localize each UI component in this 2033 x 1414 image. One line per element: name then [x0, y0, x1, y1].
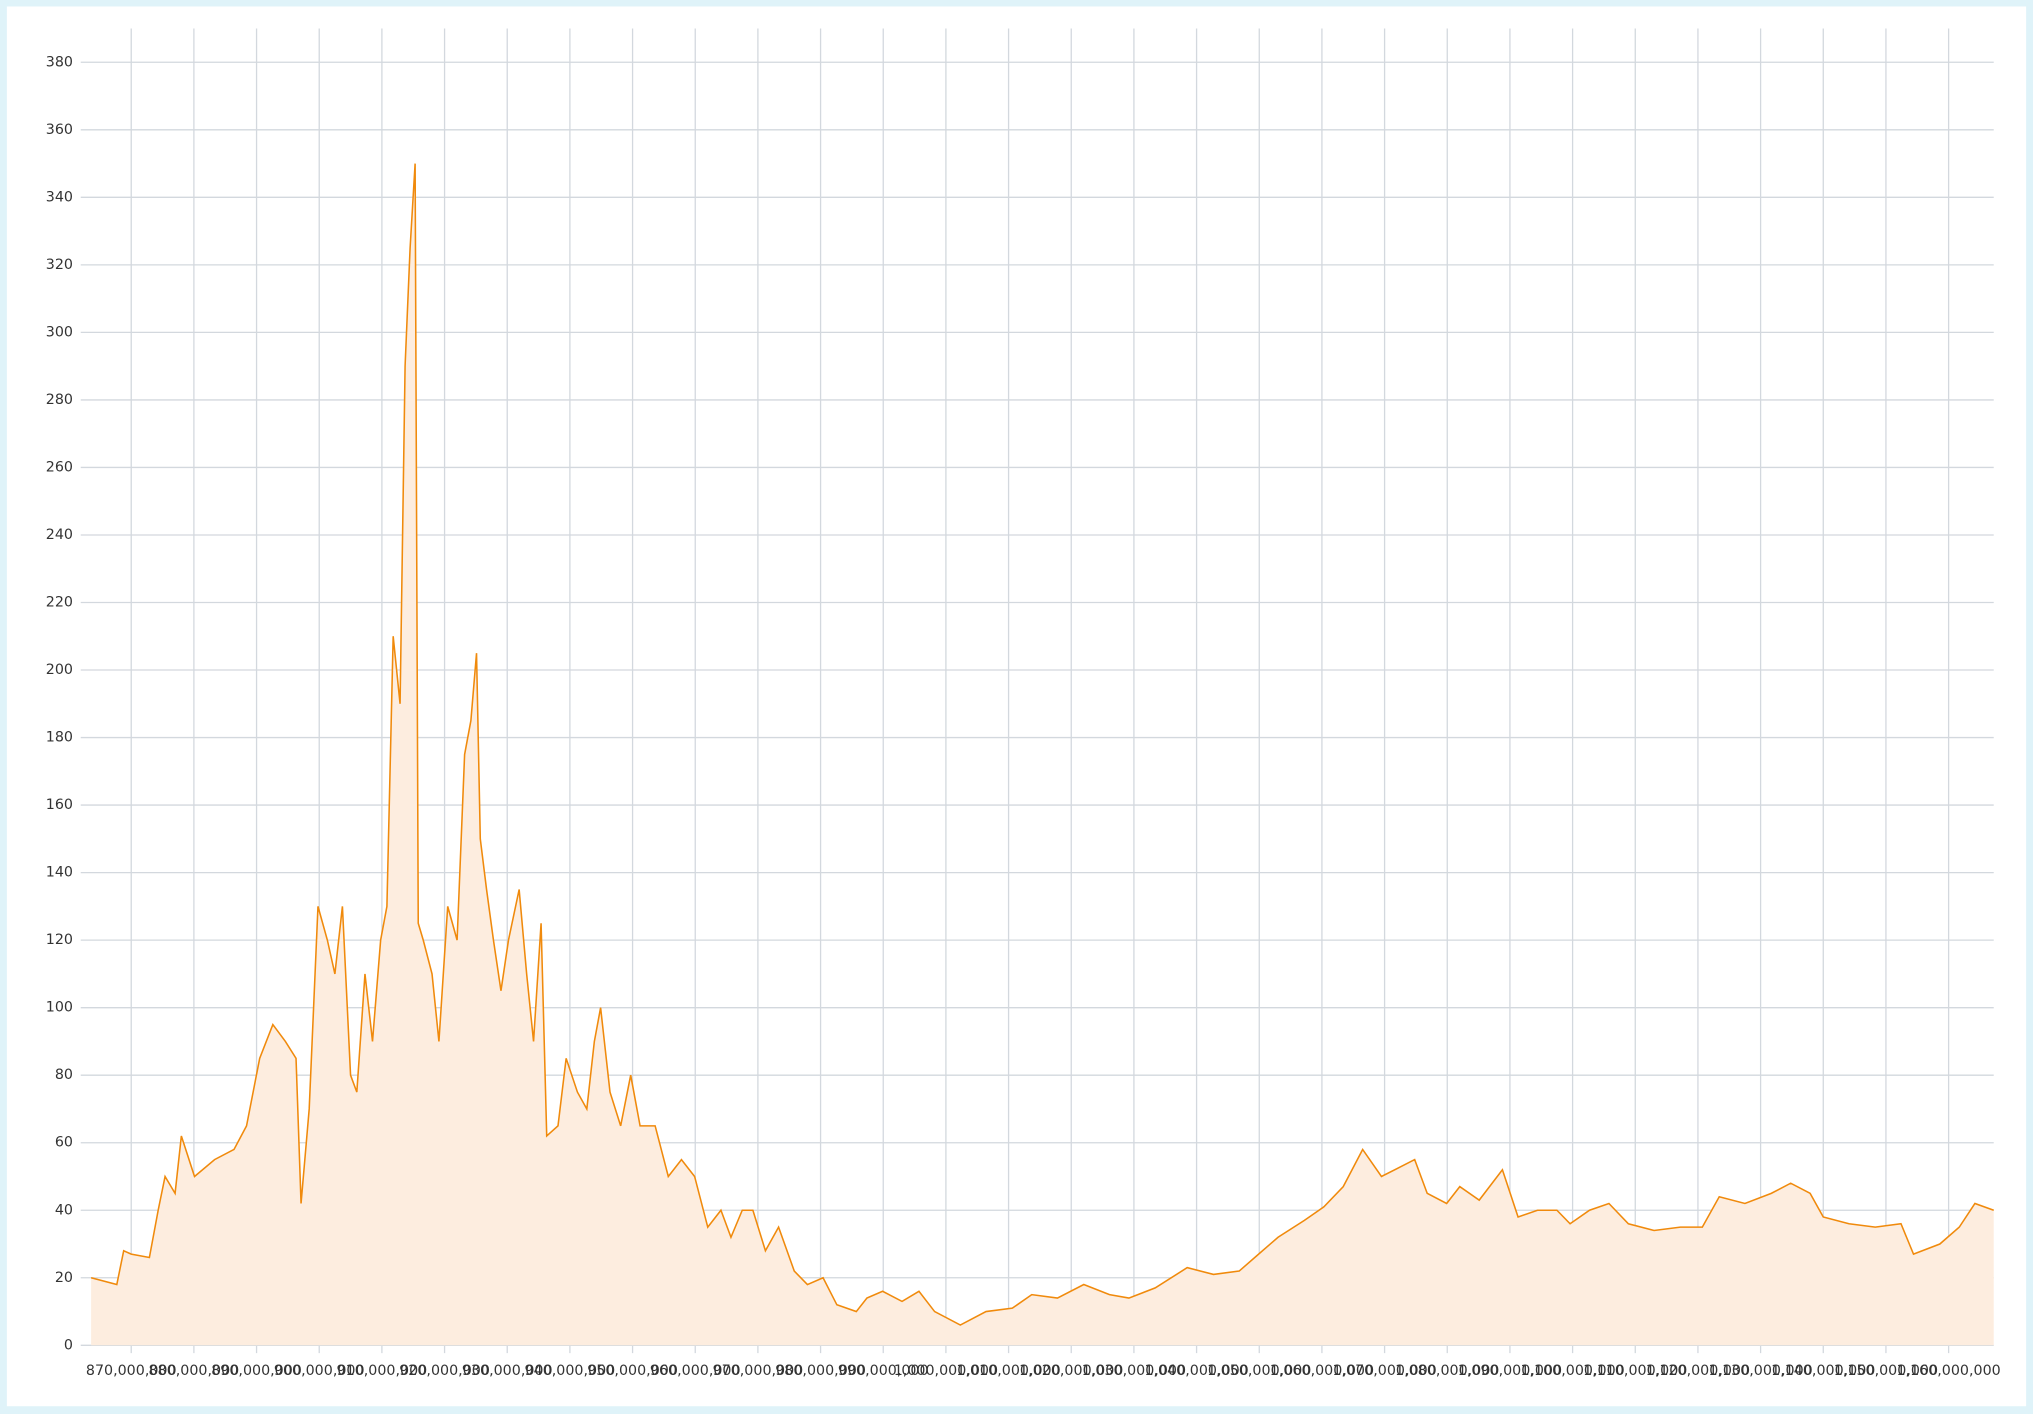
y-tick-label: 120 — [46, 932, 73, 948]
x-tick-label: 1,010,000,000 — [956, 1363, 1060, 1379]
x-tick-label: 990,000,000 — [838, 1363, 929, 1379]
y-tick-label: 100 — [46, 1000, 73, 1016]
y-tick-label: 140 — [46, 865, 73, 881]
x-tick-label: 1,130,000,000 — [1708, 1363, 1812, 1379]
x-tick-label: 880,000,000 — [149, 1363, 240, 1379]
y-tick-label: 260 — [46, 459, 73, 475]
y-tick-label: 380 — [46, 54, 73, 70]
y-tick-label: 240 — [46, 527, 73, 543]
x-tick-label: 870,000,000 — [86, 1363, 177, 1379]
y-tick-label: 20 — [55, 1270, 73, 1286]
x-tick-label: 1,070,000,000 — [1332, 1363, 1436, 1379]
area — [91, 163, 1994, 1346]
x-tick-label: 980,000,000 — [775, 1363, 866, 1379]
y-tick-label: 220 — [46, 595, 73, 611]
x-tick-label: 1,110,000,000 — [1583, 1363, 1687, 1379]
x-tick-label: 1,140,000,000 — [1771, 1363, 1875, 1379]
y-tick-label: 80 — [55, 1067, 73, 1083]
x-tick-label: 1,030,000,000 — [1082, 1363, 1186, 1379]
x-tick-label: 1,060,000,000 — [1270, 1363, 1374, 1379]
x-tick-label: 1,080,000,000 — [1395, 1363, 1499, 1379]
axis-labels: 0 20 40 60 80 100 120 140 160 180 200 220 240 260 280 3… — [46, 54, 2001, 1379]
x-tick-label: 1,050,000,000 — [1207, 1363, 1311, 1379]
y-tick-label: 180 — [46, 730, 73, 746]
y-tick-label: 360 — [46, 122, 73, 138]
y-tick-label: 280 — [46, 392, 73, 408]
x-tick-label: 950,000,000 — [587, 1363, 678, 1379]
x-tick-label: 1,100,000,000 — [1520, 1363, 1624, 1379]
x-tick-label: 970,000,000 — [713, 1363, 804, 1379]
y-tick-label: 200 — [46, 662, 73, 678]
x-tick-label: 1,000,000,000 — [894, 1363, 998, 1379]
x-tick-label: 960,000,000 — [650, 1363, 741, 1379]
x-tick-label: 1,160,000,000 — [1896, 1363, 2000, 1379]
plot — [90, 163, 1994, 1346]
y-tick-label: 40 — [55, 1202, 73, 1218]
line — [90, 163, 1994, 1326]
x-tick-label: 1,090,000,000 — [1458, 1363, 1562, 1379]
x-tick-label: 930,000,000 — [462, 1363, 553, 1379]
x-tick-label: 920,000,000 — [399, 1363, 490, 1379]
y-tick-label: 0 — [64, 1337, 73, 1353]
x-tick-label: 1,120,000,000 — [1646, 1363, 1750, 1379]
y-tick-label: 160 — [46, 797, 73, 813]
x-tick-label: 900,000,000 — [274, 1363, 365, 1379]
x-tick-label: 940,000,000 — [525, 1363, 616, 1379]
x-tick-label: 1,150,000,000 — [1834, 1363, 1938, 1379]
x-tick-label: 1,020,000,000 — [1019, 1363, 1123, 1379]
y-tick-label: 340 — [46, 189, 73, 205]
y-tick-label: 300 — [46, 324, 73, 340]
y-tick-label: 320 — [46, 257, 73, 273]
x-tick-label: 910,000,000 — [337, 1363, 428, 1379]
y-tick-label: 60 — [55, 1135, 73, 1151]
x-tick-label: 890,000,000 — [211, 1363, 302, 1379]
x-tick-label: 1,040,000,000 — [1144, 1363, 1248, 1379]
